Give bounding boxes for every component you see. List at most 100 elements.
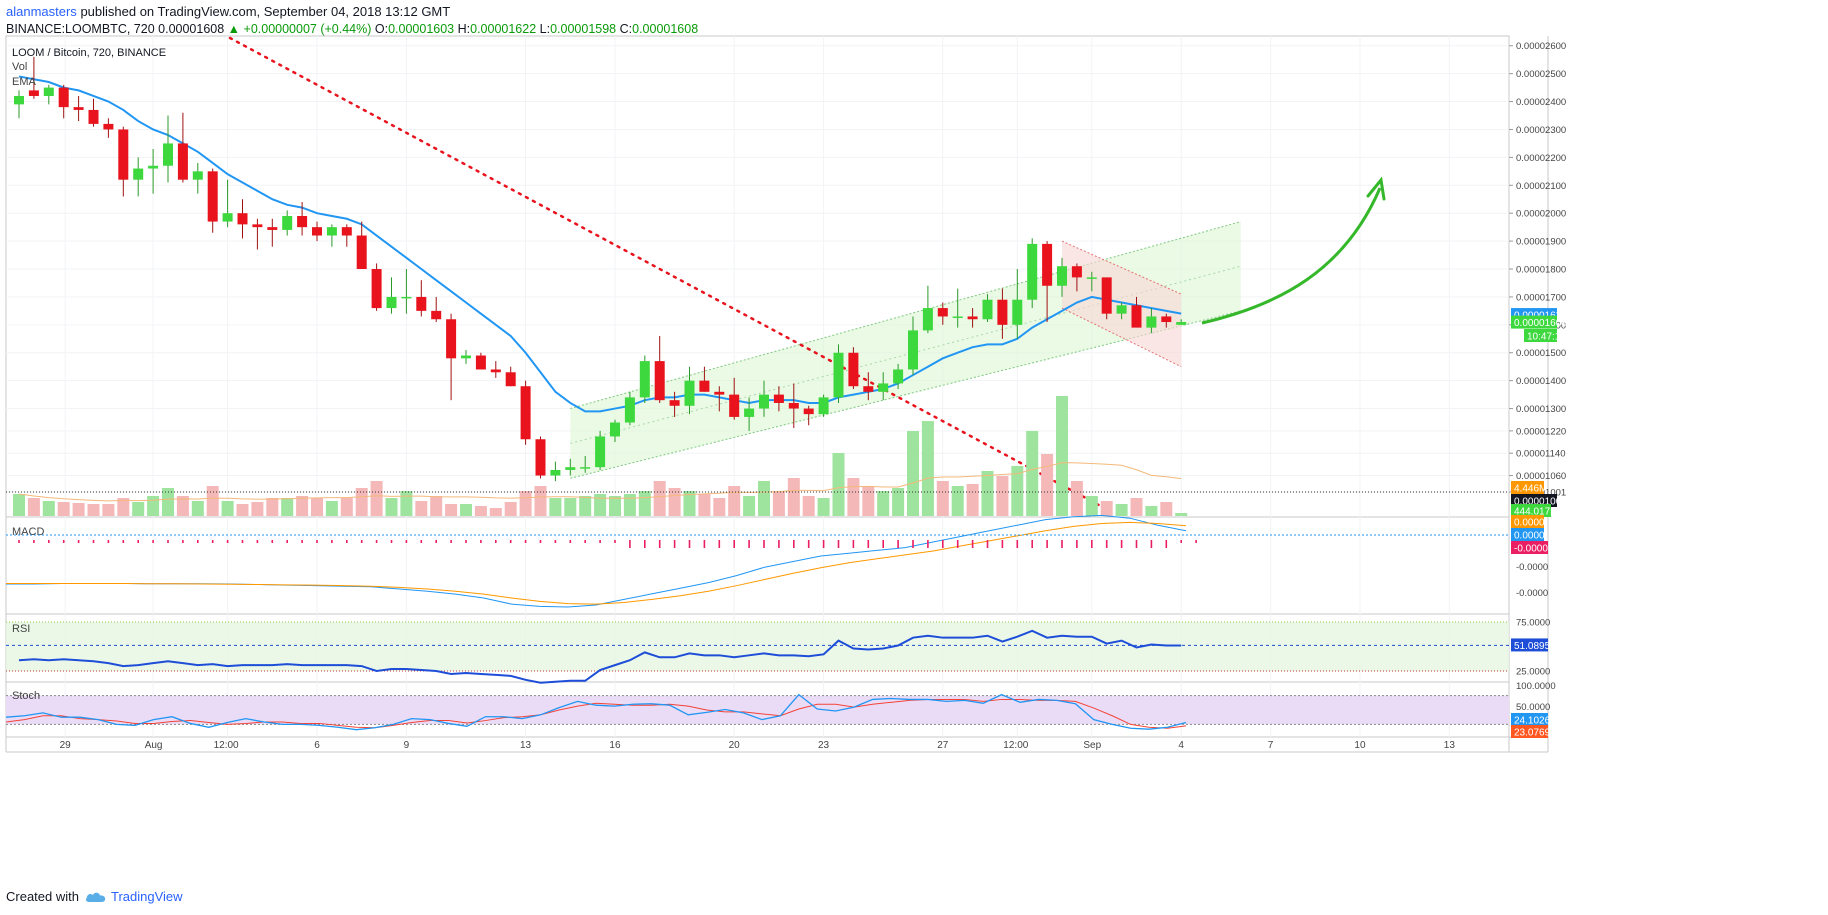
candle-body <box>103 123 114 130</box>
x-tick-label: 20 <box>729 740 741 751</box>
macd-histogram-tag-bg <box>1511 541 1548 554</box>
candle-body <box>297 215 308 228</box>
volume-bar <box>460 504 472 516</box>
macd-histogram-bar <box>301 540 303 543</box>
tradingview-link[interactable]: TradingView <box>85 889 183 904</box>
flag-upper-line <box>1061 240 1182 295</box>
macd-histogram-bar <box>524 540 527 543</box>
candle-body <box>1042 243 1053 286</box>
volume-bar <box>266 498 279 516</box>
candle-body <box>461 355 471 359</box>
volume-bar <box>951 486 964 516</box>
volume-bar <box>981 471 994 516</box>
candle-body <box>431 310 442 320</box>
ema-line <box>18 75 1182 413</box>
candle-body <box>535 439 546 476</box>
y-tick-label: 0.00002000 <box>1516 209 1566 220</box>
channel-upper-line <box>570 221 1241 410</box>
macd-histogram-bar <box>942 540 944 548</box>
x-tick-label: 16 <box>609 740 621 751</box>
macd-histogram-bar <box>837 540 840 548</box>
countdown-tag-bg <box>1524 329 1557 342</box>
candle-body <box>341 227 352 236</box>
volume-bar <box>42 501 55 516</box>
x-tick-label: 7 <box>1268 740 1274 751</box>
candle-body <box>222 213 233 222</box>
x-tick-label: Aug <box>145 740 163 751</box>
candle-body <box>580 467 591 469</box>
macd-histogram-bar <box>1180 540 1182 543</box>
macd-histogram-bar <box>435 540 437 543</box>
candle-body <box>833 352 844 398</box>
volume-bar <box>27 498 40 516</box>
macd-histogram-bar <box>897 540 899 548</box>
last-price-tag: 0.00001608 <box>1514 318 1567 329</box>
volume-bar <box>489 508 502 516</box>
macd-histogram-bar <box>718 540 721 548</box>
volume-bar <box>683 491 696 516</box>
volume-bar <box>400 491 413 516</box>
volume-bar <box>1145 506 1158 516</box>
macd-histogram-bar <box>197 540 199 543</box>
candle-body <box>773 394 784 403</box>
macd-histogram-bar <box>375 540 378 543</box>
y-tick-label: 0.00001060 <box>1516 471 1566 482</box>
volume-bar <box>1130 498 1143 516</box>
candle-body <box>118 129 129 180</box>
volume-bar <box>325 501 338 516</box>
volume-bar <box>1175 513 1188 516</box>
volume-bar <box>921 421 934 516</box>
x-tick-label: 12:00 <box>1003 740 1028 751</box>
volume-bar <box>311 498 323 516</box>
candle-body <box>207 171 218 222</box>
macd-histogram-bar <box>569 540 572 543</box>
volume-bar <box>355 488 368 516</box>
macd-histogram-bar <box>644 540 646 548</box>
author-link[interactable]: alanmasters <box>6 4 77 19</box>
indicator-label-ema: EMA <box>12 76 37 88</box>
candle-body <box>848 352 859 387</box>
macd-histogram-bar <box>92 540 95 543</box>
macd-histogram-bar <box>539 540 542 543</box>
y-tick-label: 0.00001500 <box>1516 348 1566 359</box>
macd-signal-tag-bg <box>1511 515 1544 528</box>
y-tick-label: 0.00002100 <box>1516 181 1566 192</box>
macd-histogram-bar <box>1165 540 1168 548</box>
candle-body <box>1071 266 1082 278</box>
volume-bar <box>996 476 1009 516</box>
candle-body <box>446 319 457 359</box>
macd-histogram-bar <box>793 540 795 548</box>
volume-bar <box>340 498 353 516</box>
macd-histogram-bar <box>122 540 125 543</box>
volume-bar <box>474 506 487 516</box>
candle-body <box>490 369 501 373</box>
volume-bar <box>549 498 562 516</box>
low-label: L: <box>539 22 551 36</box>
volume-bar <box>191 501 204 516</box>
volume-bar <box>862 486 875 516</box>
x-tick-label: 12:00 <box>214 740 239 751</box>
macd-histogram-bar <box>420 540 423 543</box>
macd-histogram-bar <box>733 540 735 548</box>
macd-histogram-bar <box>807 540 810 548</box>
volume-bar <box>966 484 979 516</box>
candle-body <box>997 299 1008 325</box>
volume-bar <box>907 431 919 516</box>
candle-body <box>818 397 829 415</box>
stoch-title: Stoch <box>12 690 40 702</box>
candle-body <box>416 296 427 311</box>
x-tick-label: 10 <box>1354 740 1366 751</box>
low-value: 0.00001598 <box>550 22 617 36</box>
volume-bar <box>251 502 264 516</box>
volume-bar <box>758 481 770 516</box>
volume-bar <box>936 481 949 516</box>
projection-arrow <box>1201 187 1382 325</box>
last-price-tag-bg <box>1511 315 1557 329</box>
candle-body <box>252 224 263 228</box>
descending-trendline <box>228 36 1112 513</box>
macd-histogram-bar <box>346 540 348 543</box>
volume-bar <box>728 486 741 516</box>
candle-body <box>192 171 203 180</box>
volume-bar <box>1026 431 1039 516</box>
